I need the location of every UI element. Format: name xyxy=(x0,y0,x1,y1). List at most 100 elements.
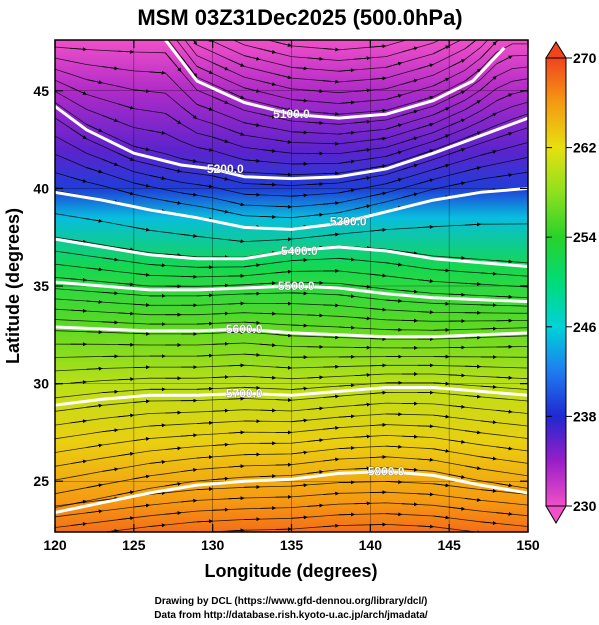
x-tick-label: 130 xyxy=(201,537,225,553)
streamline-arrow xyxy=(259,311,277,316)
streamline-arrow xyxy=(259,80,277,86)
streamline-arrow xyxy=(180,106,198,120)
streamline-arrow xyxy=(464,430,482,435)
streamline-arrow xyxy=(449,439,466,444)
streamline-arrow xyxy=(291,193,308,198)
colorbar: 230 238 246 254 262 270 xyxy=(545,41,597,524)
streamline-arrow xyxy=(417,149,434,156)
streamline-arrow xyxy=(133,182,150,188)
streamline-arrow xyxy=(86,299,103,304)
streamline-arrow xyxy=(212,175,229,181)
streamline-arrow xyxy=(102,428,119,433)
streamline-arrow xyxy=(385,94,403,100)
x-axis-label: Longitude (degrees) xyxy=(204,561,377,581)
streamline-arrow xyxy=(417,95,434,102)
streamline-arrow xyxy=(291,483,308,488)
streamline-arrow xyxy=(323,335,340,340)
streamline-arrow xyxy=(338,383,355,388)
streamline-arrow xyxy=(338,257,355,262)
streamline-arrow xyxy=(385,150,403,157)
streamline-arrow xyxy=(496,22,512,30)
streamline-arrow xyxy=(193,530,198,532)
streamline-arrow xyxy=(181,467,198,473)
streamline-arrow xyxy=(433,448,450,453)
streamline-arrow xyxy=(196,353,214,358)
streamline-arrow xyxy=(354,56,371,61)
streamline-arrow xyxy=(165,113,182,125)
streamline-arrow xyxy=(244,320,261,325)
streamline-arrow xyxy=(464,335,482,340)
streamline-arrow xyxy=(464,394,482,399)
streamline-arrow xyxy=(196,386,214,391)
colorbar-tick-label: 246 xyxy=(573,319,597,335)
streamline-arrow xyxy=(449,292,466,297)
streamline-arrow xyxy=(275,398,292,403)
x-tick-label: 135 xyxy=(280,537,304,553)
contour-label: 5300.0 xyxy=(330,215,367,229)
streamline-arrow xyxy=(354,204,371,210)
streamline-arrow xyxy=(386,444,403,449)
y-tick-label: 45 xyxy=(33,83,49,99)
streamline-arrow xyxy=(70,128,87,140)
streamline-arrow xyxy=(244,158,261,163)
streamline-arrow xyxy=(464,131,482,139)
colorbar-bottom-triangle xyxy=(545,505,567,524)
streamline-arrow xyxy=(86,124,103,133)
streamline-arrow xyxy=(213,31,229,38)
height-contour xyxy=(55,470,528,514)
streamline-arrow xyxy=(244,55,261,61)
streamline-arrow xyxy=(275,73,292,80)
streamline-arrow xyxy=(385,123,403,130)
streamline-arrow xyxy=(496,173,513,178)
streamline-arrow xyxy=(70,419,87,424)
streamline-arrow xyxy=(496,132,513,139)
colorbar-top-triangle xyxy=(545,41,567,59)
streamline-arrow xyxy=(370,136,387,141)
streamline-arrow xyxy=(259,182,277,187)
streamline-arrow xyxy=(228,363,245,368)
streamline-arrow xyxy=(350,40,355,41)
streamline-arrow xyxy=(417,122,434,129)
streamline-arrow xyxy=(259,474,277,479)
streamline-arrow xyxy=(196,487,214,492)
streamline-arrow xyxy=(70,308,87,313)
streamline-arrow xyxy=(401,434,419,439)
streamline-arrow xyxy=(496,93,513,102)
streamline-arrow xyxy=(133,226,150,232)
streamline-arrow xyxy=(401,318,419,323)
streamline-arrow xyxy=(275,204,292,209)
streamline-arrow xyxy=(433,483,450,488)
streamline-arrow xyxy=(118,516,135,521)
colorbar-tick-label: 270 xyxy=(573,50,597,66)
streamline-arrow xyxy=(402,536,418,537)
streamline-arrow xyxy=(259,281,277,286)
streamline-arrow xyxy=(165,545,181,547)
streamline-arrow xyxy=(401,502,419,507)
streamline-arrow xyxy=(370,191,387,197)
y-axis-ticks: 25 30 35 40 45 xyxy=(33,83,528,489)
streamline-arrow xyxy=(338,294,355,299)
streamline-arrow xyxy=(228,496,245,501)
streamline-arrow xyxy=(338,100,355,105)
streamline-arrow xyxy=(212,136,229,144)
colorbar-bar xyxy=(545,57,567,507)
x-tick-label: 150 xyxy=(516,537,540,553)
streamline-arrow xyxy=(86,403,103,408)
contour-label: 5600.0 xyxy=(226,322,263,336)
streamline-arrow xyxy=(480,271,497,276)
streamline-arrow xyxy=(244,122,261,128)
streamline-arrow xyxy=(417,492,434,497)
streamline-arrow xyxy=(496,259,513,264)
streamline-arrow xyxy=(133,331,150,336)
streamline-arrow xyxy=(496,55,513,65)
chart-title: MSM 03Z31Dec2025 (500.0hPa) xyxy=(137,5,462,30)
streamline-arrow xyxy=(70,459,87,464)
streamline-arrow xyxy=(480,112,497,122)
streamline-arrow xyxy=(259,343,277,348)
streamline-arrow xyxy=(480,75,497,91)
streamline-arrow xyxy=(354,466,371,471)
streamline-arrow xyxy=(275,41,292,47)
streamline-arrow xyxy=(228,128,245,136)
streamline-arrow xyxy=(449,404,466,409)
streamline-arrow xyxy=(181,274,198,279)
